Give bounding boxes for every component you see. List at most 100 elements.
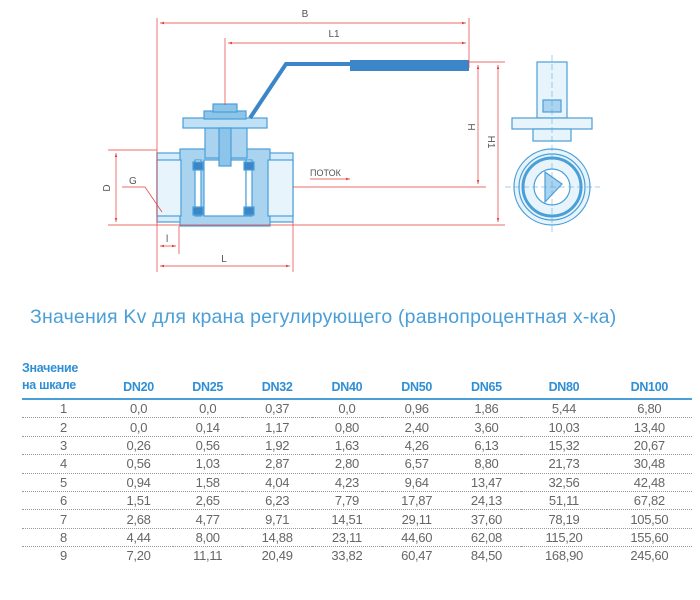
header-dn100: DN100 [606, 360, 692, 400]
cell-kv: 30,48 [606, 454, 692, 474]
cell-kv: 67,82 [606, 491, 692, 511]
cell-kv: 10,03 [521, 417, 607, 437]
cell-kv: 20,49 [261, 548, 293, 564]
cell-kv: 6,23 [242, 491, 313, 511]
cell-kv: 14,88 [242, 528, 313, 548]
table-row: 9 7,20 11,11 20,49 33,82 60,47 84,50 168,90 245,… [22, 547, 692, 565]
cell-kv: 0,80 [312, 417, 382, 437]
cell-kv: 5,44 [521, 399, 607, 419]
table-row: 1 0,0 0,0 0,37 0,0 0,96 1,86 5,44 6,80 [22, 399, 692, 419]
cell-kv: 0,0 [312, 399, 382, 419]
dim-label-d: D [102, 184, 113, 191]
cell-kv: 2,65 [173, 491, 243, 511]
cell-kv: 78,19 [521, 509, 607, 529]
cell-kv: 44,60 [381, 528, 452, 548]
cell-kv: 24,13 [451, 491, 522, 511]
dim-label-l: L [221, 254, 227, 265]
cell-scale: 2 [22, 417, 104, 437]
cell-scale: 7 [22, 509, 104, 529]
cell-kv: 1,58 [173, 473, 243, 492]
cell-kv: 1,63 [312, 436, 382, 456]
cell-kv: 23,11 [312, 528, 382, 548]
dim-label-b: B [302, 9, 309, 20]
header-scale-line2: на шкале [22, 378, 76, 392]
cell-scale: 8 [22, 528, 104, 548]
cell-scale: 5 [22, 473, 104, 492]
valve-drawing: B L1 H H1 D G l L ПОТОК [102, 9, 600, 272]
cell-kv: 7,79 [312, 491, 382, 511]
table-row: 2 0,0 0,14 1,17 0,80 2,40 3,60 10,03 13,40 [22, 417, 692, 437]
header-dn65: DN65 [451, 360, 522, 400]
header-dn25: DN25 [173, 360, 243, 400]
cell-scale: 6 [22, 491, 104, 511]
table-row: 7 2,68 4,77 9,71 14,51 29,11 37,60 78,19 105,50 [22, 509, 692, 529]
cell-kv: 2,40 [381, 417, 452, 437]
dim-label-l-small: l [166, 234, 168, 245]
cell-kv: 6,57 [381, 454, 452, 474]
cell-kv: 0,56 [173, 436, 243, 456]
kv-table: Значение на шкале DN20 DN25 DN32 DN40 DN5… [22, 360, 692, 565]
cell-kv: 7,20 [126, 548, 151, 564]
cell-kv: 21,73 [521, 454, 607, 474]
cell-kv: 84,50 [470, 548, 502, 564]
cell-kv: 6,13 [451, 436, 522, 456]
cell-kv: 32,56 [521, 473, 607, 492]
cell-kv: 4,23 [312, 473, 382, 492]
flow-label: ПОТОК [310, 168, 342, 178]
cell-kv: 155,60 [606, 528, 692, 548]
cell-scale: 3 [22, 436, 104, 456]
header-scale: Значение на шкале [22, 360, 104, 400]
cell-kv: 4,26 [381, 436, 452, 456]
cell-kv: 11,11 [193, 548, 223, 564]
valve-side-view [505, 55, 600, 235]
cell-kv: 115,20 [521, 528, 607, 548]
cell-kv: 29,11 [381, 509, 452, 529]
dim-label-h: H [465, 123, 476, 130]
cell-kv: 8,00 [173, 528, 243, 548]
cell-kv: 8,80 [451, 454, 522, 474]
cell-kv: 20,67 [606, 436, 692, 456]
header-dn80: DN80 [521, 360, 607, 400]
dim-label-g: G [129, 176, 137, 187]
header-dn20: DN20 [104, 360, 174, 400]
table-title: Значения Kv для крана регулирующего (рав… [30, 306, 617, 328]
table-header-row: Значение на шкале DN20 DN25 DN32 DN40 DN5… [22, 360, 692, 400]
dim-label-h1: H1 [485, 136, 496, 149]
dimension-lines [108, 18, 505, 272]
cell-kv: 9,64 [381, 473, 452, 492]
cell-kv: 105,50 [606, 509, 692, 529]
cell-kv: 4,77 [173, 509, 243, 529]
cell-kv: 4,04 [242, 473, 313, 492]
cell-scale: 9 [60, 548, 67, 564]
cell-kv: 0,0 [104, 399, 174, 419]
header-dn50: DN50 [381, 360, 452, 400]
cell-kv: 1,03 [173, 454, 243, 474]
cell-kv: 37,60 [451, 509, 522, 529]
header-dn32: DN32 [242, 360, 313, 400]
cell-kv: 168,90 [544, 548, 583, 564]
table-row: 6 1,51 2,65 6,23 7,79 17,87 24,13 51,11 67,82 [22, 491, 692, 511]
cell-kv: 0,0 [104, 417, 174, 437]
cell-kv: 15,32 [521, 436, 607, 456]
cell-kv: 62,08 [451, 528, 522, 548]
table-row: 8 4,44 8,00 14,88 23,11 44,60 62,08 115,20 155,6… [22, 528, 692, 548]
table-row: 3 0,26 0,56 1,92 1,63 4,26 6,13 15,32 20,67 [22, 436, 692, 456]
cell-scale: 1 [22, 399, 104, 419]
cell-kv: 2,68 [104, 509, 174, 529]
cell-kv: 0,26 [104, 436, 174, 456]
cell-scale: 4 [22, 454, 104, 474]
dim-label-l1: L1 [328, 29, 340, 40]
table-row: 4 0,56 1,03 2,87 2,80 6,57 8,80 21,73 30,48 [22, 454, 692, 474]
cell-kv: 0,96 [381, 399, 452, 419]
cell-kv: 51,11 [521, 491, 607, 511]
table-row: 5 0,94 1,58 4,04 4,23 9,64 13,47 32,56 42,48 [22, 473, 692, 492]
cell-kv: 0,37 [242, 399, 313, 419]
cell-kv: 42,48 [606, 473, 692, 492]
cell-kv: 13,40 [606, 417, 692, 437]
cell-kv: 6,80 [606, 399, 692, 419]
cell-kv: 1,86 [451, 399, 522, 419]
cell-kv: 33,82 [331, 548, 363, 564]
cell-kv: 2,87 [242, 454, 313, 474]
cell-kv: 1,92 [242, 436, 313, 456]
cell-kv: 4,44 [104, 528, 174, 548]
